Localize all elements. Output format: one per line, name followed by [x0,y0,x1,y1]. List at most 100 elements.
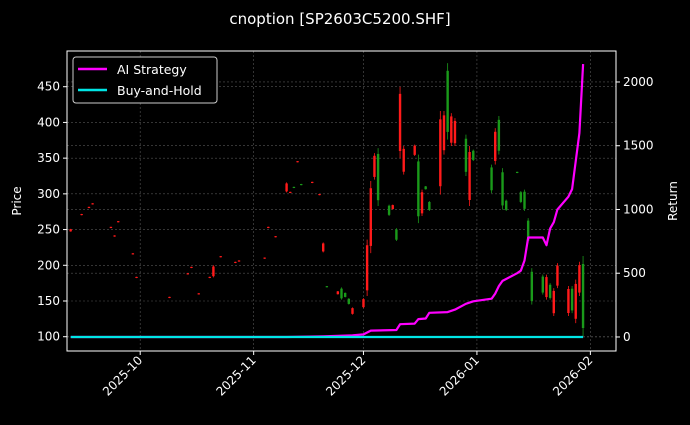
candle [131,253,135,255]
candle [453,120,457,144]
candle [336,291,340,295]
y-tick-label: 200 [37,258,60,272]
candle [541,276,544,293]
candle [395,229,398,240]
legend-label-buyhold: Buy-and-Hold [117,83,202,98]
candle [300,184,303,186]
candle [515,171,519,173]
candle [343,292,347,297]
candle [322,243,325,252]
y-tick-label: 400 [37,115,60,129]
candle [490,167,493,191]
x-tick-label: 2025-11 [213,353,258,398]
candle [168,296,171,298]
candle [69,229,72,232]
x-tick-label: 2025-12 [323,353,368,398]
candle [578,265,581,293]
candle [318,194,321,196]
y-tick-label: 300 [37,187,60,201]
y-right-tick-label: 0 [623,330,631,344]
y-tick-label: 100 [37,330,60,344]
candle [369,188,372,246]
candle [398,93,402,151]
candle [263,257,266,259]
y-tick-label: 150 [37,294,60,308]
y-axis-right: 0 500 1000 1500 2000 [616,75,654,344]
candle [556,265,559,286]
candle [526,220,530,241]
y-right-tick-label: 500 [623,266,646,280]
candle [468,152,471,200]
candle [402,148,405,172]
candle [113,235,116,237]
candle [197,293,200,295]
candle [413,145,416,155]
candle [87,206,91,208]
candle [464,138,468,172]
legend: AI Strategy Buy-and-Hold [72,56,218,104]
candle [446,70,449,132]
candle [574,283,577,319]
series-lines [70,64,585,339]
candle [391,205,394,210]
candle [109,226,113,228]
y-right-tick-label: 1500 [623,139,654,153]
y-axis-label: Price [10,186,24,215]
y-tick-label: 450 [37,80,60,94]
candle [274,236,277,238]
candle [450,116,453,143]
candle [190,266,193,268]
candle [570,288,574,311]
candle [117,221,120,223]
legend-label-strategy: AI Strategy [117,62,187,77]
candle [285,183,288,192]
candle [267,226,270,228]
candle [505,200,508,210]
candle [439,119,442,187]
candle [472,150,475,160]
candle [417,161,420,217]
candle [135,276,138,278]
candle [91,203,94,205]
plot-frame [66,50,617,352]
candle [494,131,497,161]
candle [365,245,369,291]
candle [219,256,222,258]
candle [497,119,501,151]
candles [69,63,585,336]
candle [351,308,354,314]
y-axis-left: 100 150 200 250 300 350 400 450 [37,80,67,344]
candle [501,172,504,206]
candle [186,273,189,275]
candle [424,186,427,190]
candle [362,299,365,308]
candle [581,264,585,328]
y-tick-label: 250 [37,223,60,237]
chart-title: cnoption [SP2603C5200.SHF] [229,10,450,28]
candle [428,202,431,210]
candle [387,205,391,215]
candle [373,155,376,177]
candle [442,115,446,151]
candle [325,286,329,288]
x-tick-label: 2026-02 [550,353,595,398]
y-right-tick-label: 2000 [623,75,654,89]
candle [80,214,83,216]
y-axis-right-label: Return [666,181,680,221]
candle [234,261,237,263]
candle [212,266,215,277]
candle [311,181,314,183]
candle [237,260,241,262]
candle [420,192,424,214]
strategy-line [70,64,585,339]
y-right-tick-label: 1000 [623,202,654,216]
legend-box [72,56,218,104]
candle [523,191,526,209]
candle [292,186,296,188]
x-tick-label: 2025-10 [100,353,145,398]
candle [545,277,548,298]
x-tick-label: 2026-01 [437,353,482,398]
candle [289,191,292,193]
candle [376,153,380,201]
